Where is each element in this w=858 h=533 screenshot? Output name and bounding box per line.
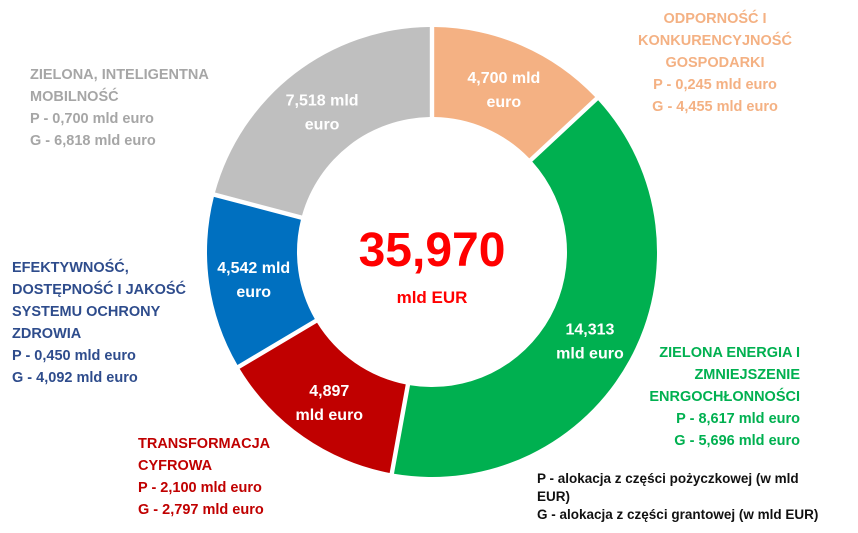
annotation-odpornosc: ODPORNOŚĆ I KONKURENCYJNOŚĆ GOSPODARKI P - … (600, 8, 830, 118)
annotation-line: SYSTEMU OCHRONY (12, 304, 161, 320)
annotation-line: TRANSFORMACJA (138, 436, 271, 452)
center-total-value: 35,970 (359, 224, 506, 277)
segment-value-label-odpornosc: 4,700 mld euro (467, 70, 540, 111)
annotation-line: P - 8,617 mld euro (676, 411, 800, 427)
annotation-line: DOSTĘPNOŚĆ I JAKOŚĆ (12, 282, 187, 298)
segment-value-label-zielona_energia: 14,313 mld euro (556, 321, 624, 362)
center-total-unit: mld EUR (397, 288, 468, 307)
annotation-line: CYFROWA (138, 458, 213, 474)
annotation-line: P - 0,450 mld euro (12, 348, 136, 364)
annotation-zdrowie: EFEKTYWNOŚĆ, DOSTĘPNOŚĆ I JAKOŚĆ SYSTEMU O… (12, 257, 212, 389)
annotation-line: ZIELONA ENERGIA I (659, 345, 800, 361)
donut-segment-mobilnosc (214, 27, 430, 216)
annotation-line: ZIELONA, INTELIGENTNA (30, 67, 209, 83)
legend: P - alokacja z części pożyczkowej (w mld… (537, 470, 849, 524)
annotation-line: P - 0,245 mld euro (653, 77, 777, 93)
annotation-line: G - 4,455 mld euro (652, 99, 778, 115)
segment-value-labels: 4,700 mld euro 14,313 mld euro 4,897 mld euro… (217, 70, 624, 424)
annotation-line: GOSPODARKI (665, 55, 765, 71)
annotation-line: G - 5,696 mld euro (674, 433, 800, 449)
annotation-line: KONKURENCYJNOŚĆ (638, 33, 792, 49)
segment-value-label-transformacja: 4,897 mld euro (296, 383, 364, 424)
annotation-line: P - 0,700 mld euro (30, 111, 154, 127)
annotation-line: G - 2,797 mld euro (138, 502, 264, 518)
donut-segment-odpornosc (434, 27, 596, 159)
legend-line: P - alokacja z części pożyczkowej (w mld (537, 471, 799, 486)
annotation-mobilnosc: ZIELONA, INTELIGENTNA MOBILNOŚĆ P - 0,700 … (30, 64, 260, 152)
annotation-line: G - 4,092 mld euro (12, 370, 138, 386)
annotation-line: ENRGOCHŁONNOŚCI (649, 389, 800, 405)
annotation-transformacja: TRANSFORMACJA CYFROWA P - 2,100 mld euro G … (138, 433, 338, 521)
legend-line: EUR) (537, 489, 570, 504)
donut-segment-zdrowie (207, 196, 315, 365)
annotation-line: EFEKTYWNOŚĆ, (12, 260, 129, 276)
segment-value-label-mobilnosc: 7,518 mld euro (286, 92, 359, 133)
annotation-line: ZMNIEJSZENIE (694, 367, 800, 383)
donut-segment-transformacja (239, 322, 406, 473)
legend-line: G - alokacja z części grantowej (w mld E… (537, 507, 819, 522)
segment-value-label-zdrowie: 4,542 mld euro (217, 260, 290, 301)
annotation-line: ZDROWIA (12, 326, 82, 342)
donut-segment-zielona_energia (393, 100, 658, 477)
annotation-line: G - 6,818 mld euro (30, 133, 156, 149)
donut-segments (207, 27, 658, 477)
annotation-line: P - 2,100 mld euro (138, 480, 262, 496)
annotation-line: ODPORNOŚĆ I (663, 11, 767, 27)
annotation-zielona-energia: ZIELONA ENERGIA I ZMNIEJSZENIE ENRGOCHŁONN… (560, 342, 800, 452)
annotation-line: MOBILNOŚĆ (30, 89, 119, 105)
